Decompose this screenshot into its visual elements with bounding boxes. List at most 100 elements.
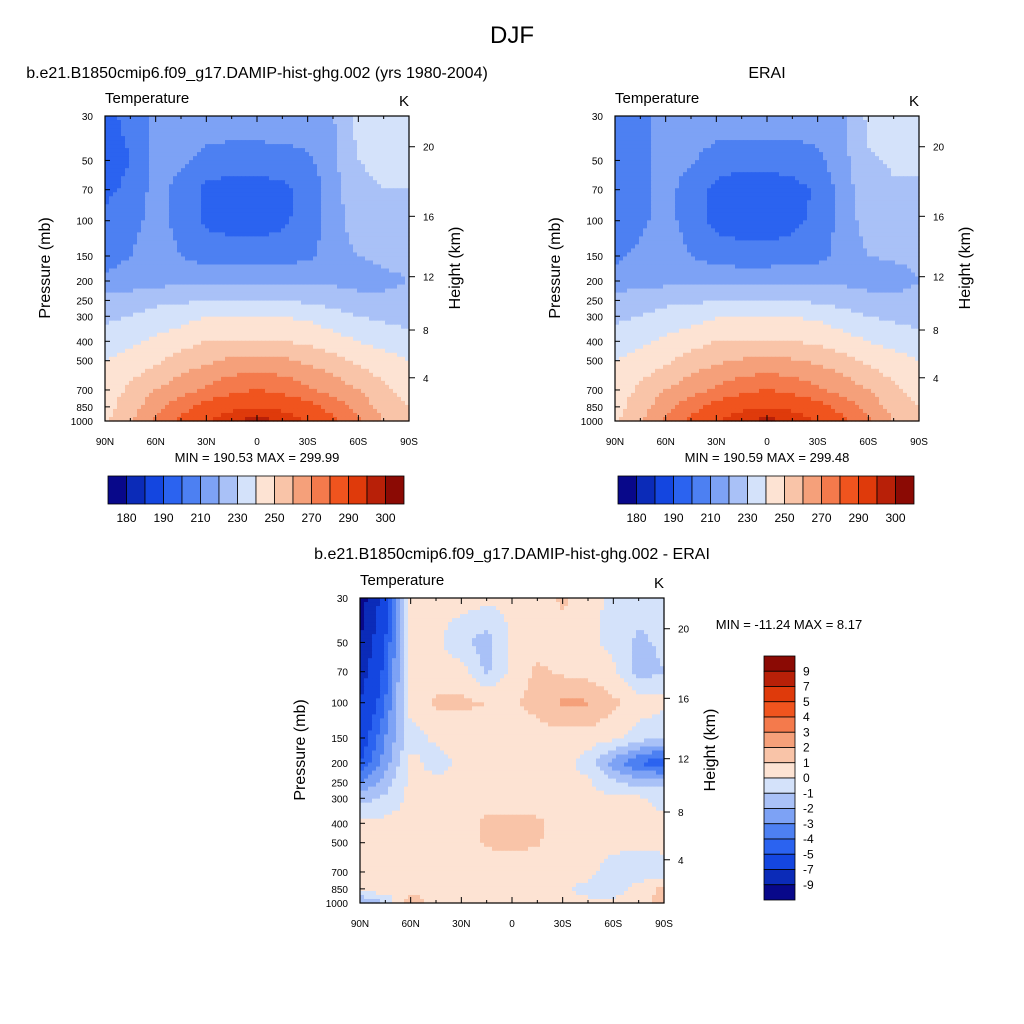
field-cell [333, 212, 338, 217]
field-cell [313, 232, 318, 237]
field-cell [181, 208, 186, 213]
field-cell [169, 276, 174, 282]
field-cell [321, 148, 326, 153]
field-cell [137, 208, 142, 213]
field-cell [129, 144, 134, 149]
field-cell [237, 216, 242, 221]
field-cell [381, 188, 386, 193]
field-cell [325, 348, 330, 354]
field-cell [353, 168, 358, 173]
field-cell [341, 304, 346, 310]
field-cell [225, 332, 230, 338]
field-cell [365, 372, 370, 378]
field-cell [321, 160, 326, 165]
field-cell [333, 312, 338, 318]
field-cell [341, 128, 346, 133]
field-cell [169, 164, 174, 169]
field-cell [333, 232, 338, 237]
field-cell [329, 356, 334, 362]
field-cell [253, 228, 258, 233]
field-cell [381, 136, 386, 141]
field-cell [189, 280, 194, 286]
field-cell [361, 256, 366, 262]
field-cell [169, 140, 174, 145]
field-cell [229, 376, 234, 382]
field-cell [197, 220, 202, 225]
field-cell [185, 372, 190, 378]
field-cell [325, 284, 330, 290]
field-cell [209, 260, 214, 266]
field-cell [341, 168, 346, 173]
field-cell [217, 208, 222, 213]
field-cell [261, 276, 266, 282]
field-cell [137, 228, 142, 233]
field-cell [289, 296, 294, 302]
field-cell [209, 304, 214, 310]
field-cell [189, 268, 194, 274]
field-cell [285, 188, 290, 193]
field-cell [133, 136, 138, 141]
field-cell [301, 124, 306, 129]
field-cell [165, 368, 170, 374]
field-cell [345, 168, 350, 173]
field-cell [105, 332, 110, 338]
field-cell [261, 312, 266, 318]
field-cell [197, 324, 202, 330]
field-cell [129, 276, 134, 282]
field-cell [141, 368, 146, 374]
field-cell [161, 252, 166, 258]
field-cell [105, 340, 110, 346]
field-cell [333, 120, 338, 125]
field-cell [229, 288, 234, 294]
field-cell [293, 296, 298, 302]
field-cell [233, 284, 238, 290]
field-cell [277, 212, 282, 217]
field-cell [397, 164, 402, 169]
field-cell [281, 296, 286, 302]
field-cell [393, 312, 398, 318]
field-cell [217, 188, 222, 193]
field-cell [201, 136, 206, 141]
field-cell [285, 164, 290, 169]
field-cell [349, 324, 354, 330]
field-cell [305, 208, 310, 213]
field-cell [401, 336, 406, 342]
field-cell [209, 164, 214, 169]
field-cell [209, 232, 214, 237]
field-cell [125, 328, 130, 334]
field-cell [173, 256, 178, 262]
field-cell [177, 268, 182, 274]
field-cell [125, 248, 130, 254]
field-cell [353, 356, 358, 362]
field-cell [201, 240, 206, 246]
field-cell [117, 324, 122, 330]
field-cell [213, 184, 218, 189]
field-cell [313, 288, 318, 294]
field-cell [209, 276, 214, 282]
field-cell [221, 288, 226, 294]
field-cell [129, 160, 134, 165]
field-cell [161, 124, 166, 129]
field-cell [365, 220, 370, 225]
field-cell [217, 256, 222, 262]
field-cell [289, 312, 294, 318]
field-cell [373, 184, 378, 189]
field-cell [357, 224, 362, 229]
field-cell [129, 300, 134, 306]
field-cell [393, 292, 398, 298]
field-cell [397, 148, 402, 153]
field-cell [393, 184, 398, 189]
field-cell [381, 208, 386, 213]
field-cell [217, 124, 222, 129]
field-cell [393, 200, 398, 205]
field-cell [141, 312, 146, 318]
field-cell [353, 196, 358, 201]
field-cell [125, 296, 130, 302]
field-cell [317, 156, 322, 161]
field-cell [213, 368, 218, 374]
field-cell [237, 256, 242, 262]
field-cell [117, 332, 122, 338]
field-cell [265, 376, 270, 382]
field-cell [357, 184, 362, 189]
field-cell [405, 160, 410, 165]
